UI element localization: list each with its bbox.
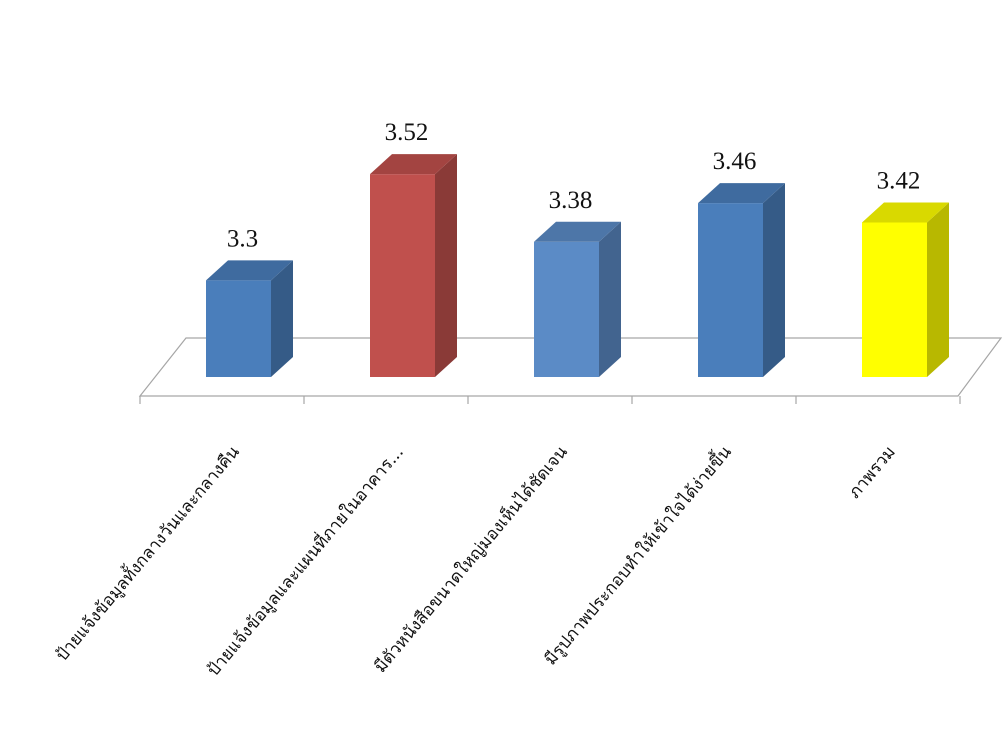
- category-label-2: ป้ายแจ้งข้อมูลและแผนที่ภายในอาคาร...: [201, 440, 408, 680]
- bar-top-face: [698, 183, 785, 204]
- bar-2: [370, 154, 457, 377]
- bars-group: [206, 154, 949, 377]
- category-labels-group: ป้ายแจ้งข้อมูลทั้งกลางวันและกลางคืนป้ายแ…: [50, 440, 900, 680]
- data-label-1: 3.3: [227, 225, 258, 252]
- bar-side-face: [927, 202, 949, 377]
- bar-side-face: [271, 260, 293, 377]
- bar-1: [206, 260, 293, 377]
- category-label-1: ป้ายแจ้งข้อมูลทั้งกลางวันและกลางคืน: [50, 440, 244, 665]
- bar-side-face: [763, 183, 785, 377]
- data-label-4: 3.46: [713, 148, 757, 175]
- bar-3: [534, 221, 621, 377]
- data-label-2: 3.52: [385, 119, 429, 146]
- data-label-5: 3.42: [877, 167, 921, 194]
- bar-front-face: [862, 222, 927, 377]
- data-labels-group: 3.3 3.52 3.38 3.46 3.42: [227, 119, 921, 252]
- bar-front-face: [698, 203, 763, 377]
- bar-top-face: [206, 260, 293, 281]
- bar-5: [862, 202, 949, 377]
- bar-front-face: [206, 280, 271, 377]
- data-label-3: 3.38: [549, 187, 593, 214]
- category-label-4: มีรูปภาพประกอบทำให้เข้าใจได้ง่ายขึ้น: [539, 440, 737, 669]
- bar-front-face: [534, 241, 599, 377]
- bar-top-face: [534, 221, 621, 242]
- bar-4: [698, 183, 785, 377]
- category-label-3: มีตัวหนังสือขนาดใหญ่มองเห็นได้ชัดเจน: [369, 441, 572, 677]
- category-label-5: ภาพรวม: [845, 442, 900, 502]
- bar-front-face: [370, 174, 435, 377]
- bar-side-face: [435, 154, 457, 377]
- bar-top-face: [862, 202, 949, 223]
- bar-side-face: [599, 221, 621, 377]
- bar-top-face: [370, 154, 457, 175]
